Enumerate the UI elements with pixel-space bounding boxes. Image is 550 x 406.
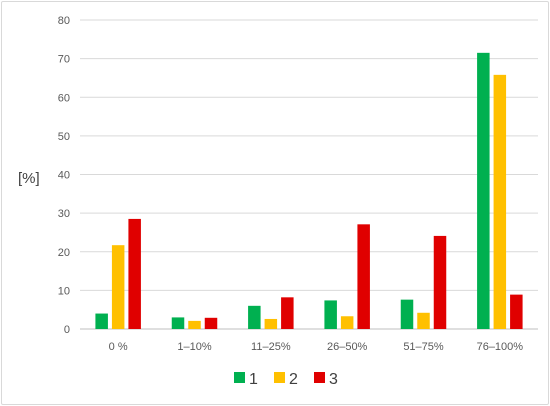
bar-series-1-3 — [324, 300, 337, 329]
x-tick-label: 76–100% — [477, 341, 524, 353]
bars — [95, 52, 523, 330]
bar-series-1-2 — [248, 305, 261, 329]
bar-series-3-4 — [433, 235, 447, 329]
bar-series-2-2 — [264, 318, 278, 329]
bar-series-2-5 — [493, 74, 507, 329]
bar-series-2-3 — [340, 316, 354, 329]
legend: 1 2 3 — [234, 371, 338, 388]
gridlines — [80, 19, 538, 330]
bar-series-1-4 — [400, 299, 414, 329]
legend-label-2: 2 — [289, 371, 298, 388]
bar-series-2-1 — [188, 320, 201, 329]
x-tick-label: 1–10% — [177, 341, 211, 353]
bar-series-1-5 — [477, 52, 490, 330]
bar-series-3-5 — [510, 294, 523, 329]
bar-series-3-3 — [357, 224, 370, 329]
x-tick-label: 26–50% — [327, 341, 368, 353]
x-tick-label: 11–25% — [251, 341, 291, 353]
bar-series-2-4 — [417, 312, 430, 329]
legend-swatch-1 — [234, 372, 245, 383]
bar-series-3-0 — [128, 218, 141, 329]
y-tick-labels: 0 10 20 30 40 50 60 70 80 — [58, 15, 70, 336]
y-tick-label: 10 — [58, 285, 70, 297]
legend-swatch-3 — [314, 372, 325, 383]
y-tick-label: 40 — [58, 170, 70, 182]
y-tick-label: 60 — [58, 92, 70, 104]
y-tick-label: 20 — [58, 247, 70, 259]
x-tick-labels: 0 % 1–10% 11–25% 26–50% 51–75% 76–100% — [109, 341, 524, 353]
x-tick-label: 51–75% — [403, 341, 444, 353]
y-tick-label: 0 — [64, 324, 70, 336]
y-tick-label: 30 — [58, 208, 70, 220]
y-tick-label: 70 — [58, 54, 70, 66]
y-axis-label: [%] — [18, 170, 40, 187]
legend-label-3: 3 — [329, 371, 338, 388]
y-tick-label: 50 — [58, 131, 70, 143]
bar-series-3-1 — [204, 317, 218, 329]
legend-swatch-2 — [274, 372, 285, 383]
bar-series-3-2 — [281, 297, 294, 329]
bar-series-1-1 — [171, 317, 185, 329]
bar-series-2-0 — [111, 245, 125, 329]
bar-series-1-0 — [95, 313, 108, 329]
y-tick-label: 80 — [58, 15, 70, 27]
x-tick-label: 0 % — [109, 341, 128, 353]
legend-label-1: 1 — [249, 371, 258, 388]
